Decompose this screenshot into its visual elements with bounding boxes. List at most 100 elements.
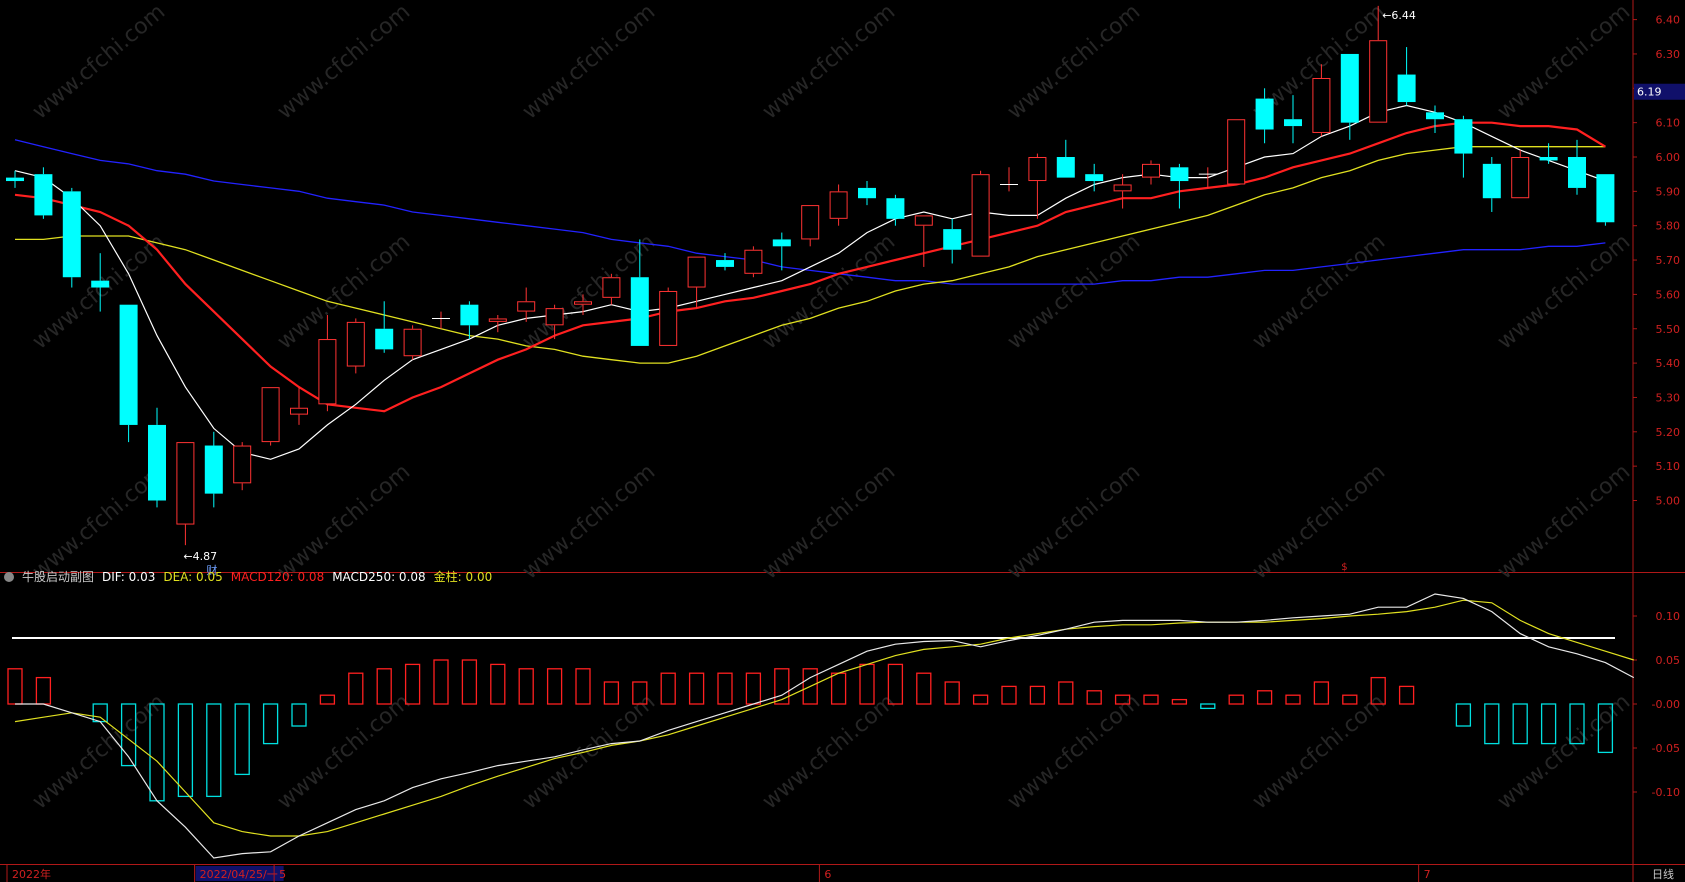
- macd-bar-negative: [92, 703, 108, 723]
- candle-up: [1028, 157, 1047, 182]
- macd-bar-negative: [1540, 703, 1557, 745]
- candle-down: [62, 191, 81, 278]
- candle-down: [858, 187, 876, 199]
- macd-bar-positive: [1256, 690, 1273, 705]
- macd-bar-negative: [1512, 703, 1528, 745]
- ma10-line: [14, 121, 1606, 413]
- time-label: 2022/04/25/一: [200, 868, 278, 881]
- macd-bar-positive: [745, 672, 762, 705]
- price-tick-label: 5.70: [1656, 254, 1681, 267]
- candle-down: [119, 304, 138, 425]
- candle-up: [346, 321, 365, 367]
- macd-bar-positive: [35, 676, 52, 705]
- macd-bar-positive: [1370, 676, 1386, 705]
- macd-bar-negative: [206, 703, 222, 798]
- indicator-title[interactable]: 牛股启动副图: [22, 570, 95, 584]
- price-tick-label: 6.10: [1656, 117, 1681, 130]
- candle-down: [148, 424, 166, 501]
- indicator-tick-label: -0.10: [1652, 786, 1680, 799]
- candle-up: [403, 328, 422, 357]
- macd-bar-positive: [632, 681, 648, 705]
- macd-bar-positive: [1285, 694, 1301, 705]
- macd-bar-positive: [887, 663, 904, 705]
- price-tick-label: 5.00: [1656, 495, 1681, 508]
- candle-down: [204, 445, 223, 494]
- time-label: 5: [279, 868, 286, 881]
- macd-bar-positive: [1342, 694, 1358, 705]
- macd-bar-negative: [291, 703, 307, 727]
- legend-jinzhu: 金柱: 0.00: [433, 570, 493, 584]
- macd-bar-positive: [688, 672, 705, 705]
- macd-bar-positive: [7, 668, 23, 705]
- macd-bar-positive: [717, 672, 733, 705]
- candle-down: [375, 328, 394, 350]
- watermark: www.cfchi.com: [1493, 229, 1635, 354]
- indicator-tick-label: 0.05: [1656, 654, 1681, 667]
- date-highlight: [195, 866, 284, 881]
- candle-up: [659, 290, 678, 346]
- finance-marker: 财: [206, 563, 217, 577]
- candle-down: [1426, 112, 1444, 120]
- price-tick-label: 6.00: [1656, 151, 1681, 164]
- macd-bar-positive: [348, 672, 364, 705]
- watermark: www.cfchi.com: [273, 0, 415, 125]
- watermark: www.cfchi.com: [273, 459, 415, 584]
- macd-bar-negative: [1200, 703, 1216, 710]
- legend-macd120: MACD120: 0.08: [230, 570, 325, 584]
- price-tick-label: 5.40: [1656, 357, 1681, 370]
- macd-bar-positive: [802, 668, 818, 705]
- candle-up: [602, 277, 621, 298]
- candle-up: [318, 339, 337, 405]
- macd-bar-negative: [177, 703, 194, 798]
- legend-dif: DIF: 0.03: [102, 570, 156, 584]
- macd-bar-positive: [1398, 685, 1415, 705]
- macd-bar-positive: [1114, 694, 1131, 705]
- current-price-tag: [1634, 83, 1685, 100]
- candle-up: [233, 445, 252, 484]
- watermark: www.cfchi.com: [1003, 0, 1145, 125]
- macd-bar-positive: [1001, 685, 1017, 705]
- candle-up: [801, 205, 820, 240]
- candle-up: [574, 301, 592, 305]
- macd-bar-positive: [461, 659, 478, 705]
- indicator-tick-label: -0.05: [1652, 742, 1680, 755]
- macd-bar-positive: [660, 672, 676, 705]
- watermark: www.cfchi.com: [28, 689, 170, 814]
- candle-up: [1369, 40, 1388, 123]
- macd-bar-positive: [1143, 694, 1159, 705]
- candle-up: [290, 407, 308, 415]
- ma60-line: [14, 139, 1606, 285]
- indicator-menu-icon[interactable]: [4, 572, 14, 582]
- watermark: www.cfchi.com: [1003, 459, 1145, 584]
- watermark: www.cfchi.com: [1003, 689, 1145, 814]
- candle-down: [1170, 167, 1189, 182]
- watermark: www.cfchi.com: [28, 0, 170, 125]
- candle-down: [772, 239, 791, 247]
- candle-up: [1312, 77, 1331, 133]
- dea-line: [14, 599, 1634, 837]
- price-tick-label: 5.50: [1656, 323, 1681, 336]
- watermark: www.cfchi.com: [518, 459, 660, 584]
- ma5-line: [14, 104, 1606, 460]
- candle-up: [829, 191, 848, 219]
- macd-bar-positive: [376, 668, 392, 705]
- legend-macd250: MACD250: 0.08: [332, 570, 426, 584]
- watermark: www.cfchi.com: [273, 229, 415, 354]
- candle-down: [630, 277, 649, 346]
- price-tick-label: 6.40: [1656, 14, 1681, 27]
- candle-down: [1454, 119, 1473, 154]
- macd-bar-positive: [1171, 698, 1188, 705]
- macd-bar-negative: [234, 703, 250, 776]
- watermark: www.cfchi.com: [28, 229, 170, 354]
- candle-down: [1568, 157, 1586, 188]
- candle-up: [1113, 184, 1132, 192]
- price-tick-label: 5.90: [1656, 185, 1681, 198]
- indicator-legend: 牛股启动副图 DIF: 0.03 DEA: 0.05 MACD120: 0.08 MAC…: [4, 568, 500, 585]
- candle-down: [1539, 157, 1558, 161]
- legend-dea: DEA: 0.05: [163, 570, 223, 584]
- candle-down: [91, 280, 110, 288]
- candle-down: [460, 304, 479, 326]
- macd-bar-positive: [1029, 685, 1046, 705]
- candle-down: [1482, 163, 1501, 199]
